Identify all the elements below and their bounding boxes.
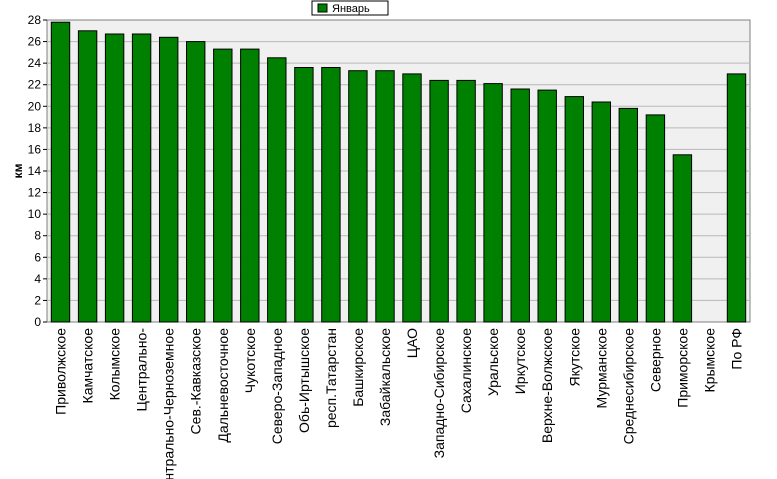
bar <box>726 73 747 323</box>
y-tick-label: 10 <box>28 207 42 221</box>
y-tick-label: 6 <box>34 250 41 264</box>
y-tick-label: 8 <box>34 229 41 243</box>
x-tick-label: Башкирское <box>350 328 366 407</box>
x-tick-label: Крымское <box>701 328 717 393</box>
bar <box>159 36 179 323</box>
bar <box>483 83 503 323</box>
bar <box>186 41 206 323</box>
legend-swatch <box>317 3 328 13</box>
bar <box>294 67 314 323</box>
y-tick-label: 2 <box>34 293 41 307</box>
y-tick-label: 0 <box>34 315 41 329</box>
x-tick-label: Чукотское <box>242 328 258 393</box>
x-tick-label: Приморское <box>674 328 690 408</box>
y-axis-title: км <box>11 163 25 178</box>
x-tick-label: Камчатское <box>80 328 96 404</box>
bars <box>50 21 747 323</box>
y-tick-label: 14 <box>28 164 42 178</box>
bar <box>321 67 341 323</box>
bar <box>402 73 422 323</box>
bar <box>456 79 476 323</box>
legend-box <box>311 0 389 16</box>
bar <box>50 21 71 323</box>
y-tick-label: 18 <box>28 121 42 135</box>
y-tick-label: 16 <box>28 142 42 156</box>
x-tick-label: респ.Татарстан <box>323 328 339 428</box>
bar <box>375 70 395 323</box>
bar <box>591 101 611 323</box>
y-tick-label: 24 <box>28 56 42 70</box>
x-tick-label: ЦАО <box>404 328 420 358</box>
legend: Январь <box>311 0 389 16</box>
bar <box>618 107 638 323</box>
x-tick-label: Верхне-Волжское <box>539 328 555 443</box>
x-tick-label: Обь-Иртышское <box>296 328 312 433</box>
x-tick-label: Якутское <box>566 328 582 387</box>
bar <box>131 33 152 323</box>
x-tick-label: Сев.-Кавказское <box>188 328 204 435</box>
x-tick-label: Западно-Сибирское <box>431 328 447 459</box>
x-tick-label: Колымское <box>107 328 123 401</box>
bar <box>564 96 584 323</box>
bar <box>240 48 260 323</box>
bar <box>348 70 368 323</box>
x-tick-label: Сахалинское <box>458 328 474 413</box>
x-tick-label: Центрально-Черноземное <box>161 328 177 479</box>
y-tick-label: 12 <box>28 186 42 200</box>
x-tick-label: Приволжское <box>53 328 69 415</box>
y-tick-label: 4 <box>34 272 41 286</box>
x-tick-label: Мурманское <box>593 328 609 409</box>
x-tick-label: Северо-Западное <box>269 328 285 444</box>
y-tick-label: 20 <box>28 99 42 113</box>
y-tick-label: 22 <box>28 78 42 92</box>
x-tick-label: Северное <box>647 328 663 392</box>
bar <box>537 89 557 323</box>
bar <box>77 30 98 323</box>
legend-label: Январь <box>332 3 370 15</box>
bar <box>104 33 125 323</box>
x-tick-label: Уральское <box>485 328 501 396</box>
x-tick-label: Иркутское <box>512 328 528 394</box>
bar <box>267 57 287 323</box>
y-tick-label: 28 <box>28 13 42 27</box>
x-tick-label: По РФ <box>729 328 745 370</box>
x-tick-label: Среднесибирское <box>620 328 636 445</box>
x-tick-label: Дальневосточное <box>215 328 231 443</box>
bar <box>645 114 666 323</box>
x-tick-label: Центрально- <box>134 328 150 412</box>
bar <box>510 88 530 323</box>
bar <box>429 79 449 323</box>
bar <box>213 48 233 323</box>
x-tick-label: Забайкальское <box>377 328 393 426</box>
bar <box>672 154 693 323</box>
y-tick-label: 26 <box>28 35 42 49</box>
x-axis-labels: Приволжское Камчатское Колымское Центрально… <box>53 328 745 479</box>
